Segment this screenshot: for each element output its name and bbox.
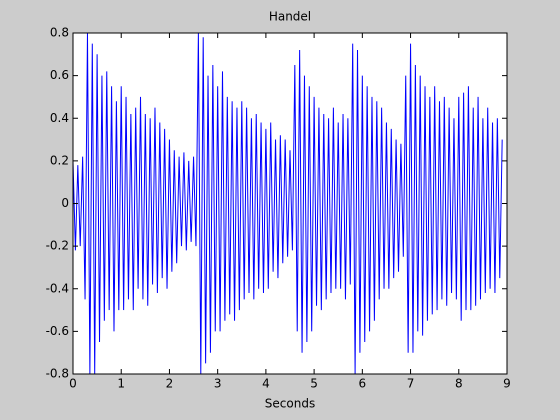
y-tick-label: 0.2 [50, 153, 69, 167]
x-tick-label: 0 [69, 377, 77, 391]
y-tick-label: 0.4 [50, 111, 69, 125]
x-tick-label: 4 [262, 377, 270, 391]
y-tick-label: 0.8 [50, 26, 69, 40]
x-axis-label: Seconds [265, 397, 315, 411]
x-tick-label: 5 [310, 377, 318, 391]
x-tick-label: 8 [455, 377, 463, 391]
y-tick-label: 0 [61, 196, 69, 210]
x-tick-label: 3 [214, 377, 222, 391]
waveform-line [72, 32, 503, 375]
plot-area [73, 33, 507, 374]
y-tick-label: 0.6 [50, 68, 69, 82]
x-tick-label: 9 [503, 377, 511, 391]
y-tick-label: -0.2 [46, 239, 69, 253]
x-tick-label: 6 [359, 377, 367, 391]
y-tick-label: -0.8 [46, 367, 69, 381]
x-tick-label: 7 [407, 377, 415, 391]
y-tick-label: -0.6 [46, 324, 69, 338]
x-tick-label: 1 [117, 377, 125, 391]
x-tick-label: 2 [166, 377, 174, 391]
chart-title: Handel [269, 10, 311, 24]
y-tick-label: -0.4 [46, 281, 69, 295]
axes-box [72, 32, 508, 375]
